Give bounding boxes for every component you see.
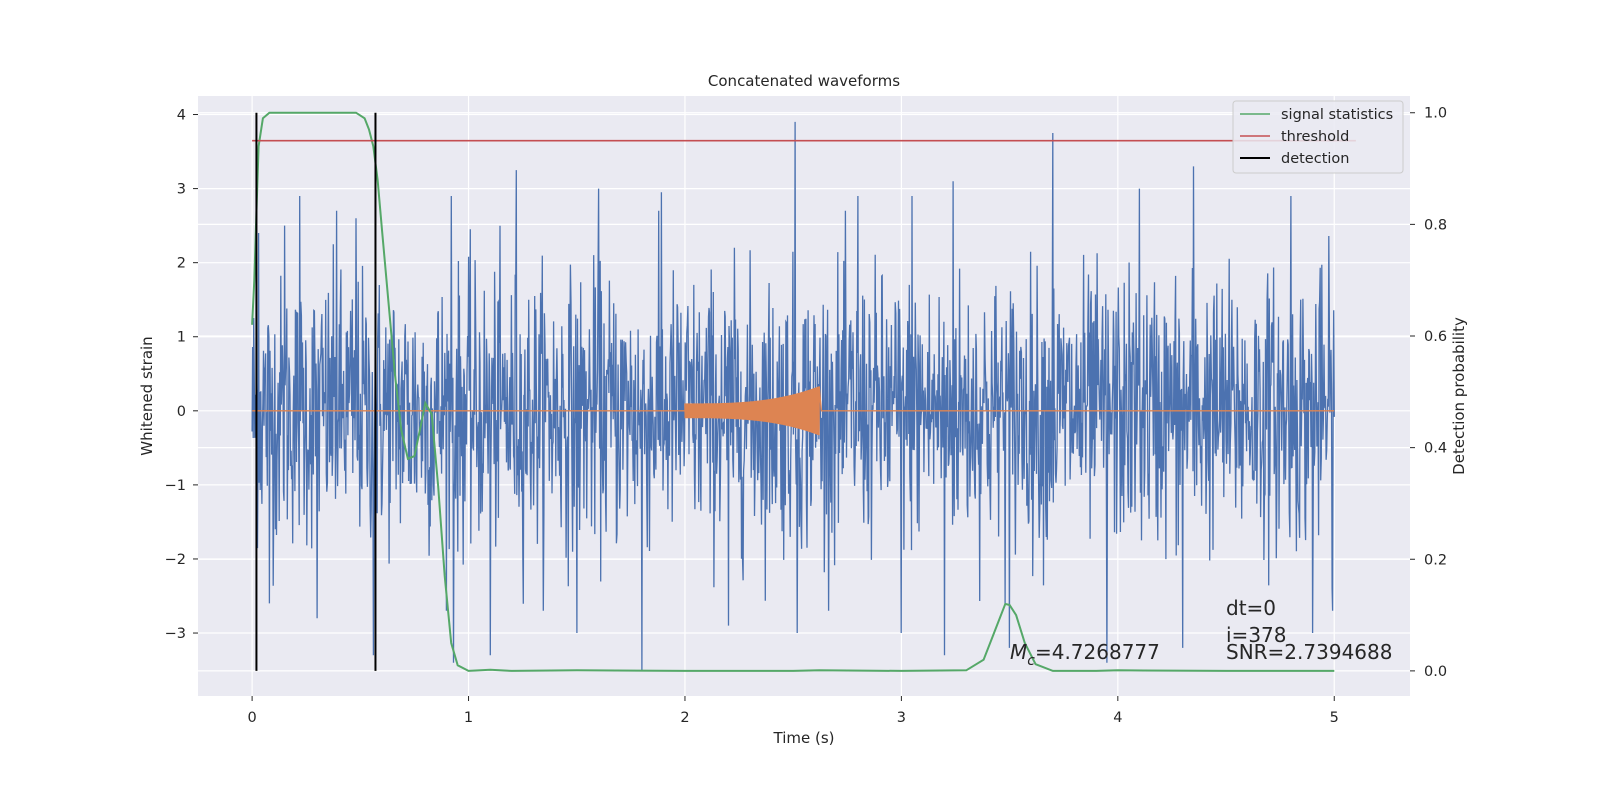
annotation-mc-symbol: M [1010,640,1027,664]
legend-label-detection: detection [1281,151,1349,167]
legend-label-signal-statistics: signal statistics [1281,107,1393,123]
y-tick-label-6: −2 [165,552,186,568]
y-tick-label-2: 2 [177,256,186,272]
y2-tick-label-2: 0.6 [1424,329,1447,345]
annotations: Mc=4.7268777 dt=0 i=378 SNR=2.7394688 [1010,596,1392,669]
y2-axis-ticks: 1.0 0.8 0.6 0.4 0.2 0.0 [1410,106,1447,680]
x-tick-label-3: 3 [897,710,906,726]
y-tick-label-7: −3 [165,626,186,642]
y2-tick-label-1: 0.8 [1424,217,1447,233]
series-whitened-strain [251,121,1335,671]
y2-axis-label: Detection probability [1450,317,1468,475]
annotation-snr: SNR=2.7394688 [1226,640,1392,664]
y-axis-label: Whitened strain [138,336,156,455]
y-tick-label-3: 1 [177,330,186,346]
x-tick-label-1: 1 [464,710,473,726]
chirp-line [252,386,1335,436]
x-axis-label: Time (s) [773,729,835,747]
x-tick-label-5: 5 [1330,710,1339,726]
y2-tick-label-5: 0.0 [1424,664,1447,680]
signal-statistics-line [251,111,1335,672]
annotation-mc-subscript: c [1027,653,1035,669]
legend: signal statistics threshold detection [1232,100,1404,174]
y2-tick-label-4: 0.2 [1424,552,1447,568]
annotation-mc-value: =4.7268777 [1035,640,1160,664]
series-signal-statistics [251,111,1335,672]
chart-title: Concatenated waveforms [708,72,900,90]
legend-label-threshold: threshold [1281,129,1349,145]
y-axis-ticks: 4 3 2 1 0 −1 −2 −3 [165,108,198,642]
y-tick-label-5: −1 [165,478,186,494]
x-tick-label-2: 2 [680,710,689,726]
noise-line [251,121,1335,671]
series-injected-waveform [252,386,1335,436]
x-axis-ticks: 0 1 2 3 4 5 [247,696,1339,726]
legend-box [1232,100,1404,174]
y2-tick-label-0: 1.0 [1424,106,1447,122]
y-tick-label-0: 4 [177,108,186,124]
x-tick-label-0: 0 [247,710,256,726]
annotation-chirp-mass: Mc=4.7268777 [1010,640,1160,669]
y2-tick-label-3: 0.4 [1424,441,1447,457]
series-detection [255,112,377,671]
y-tick-label-4: 0 [177,404,186,420]
annotation-dt: dt=0 [1226,596,1276,620]
annotation-index: i=378 [1226,623,1287,647]
y-tick-label-1: 3 [177,182,186,198]
x-tick-label-4: 4 [1113,710,1122,726]
